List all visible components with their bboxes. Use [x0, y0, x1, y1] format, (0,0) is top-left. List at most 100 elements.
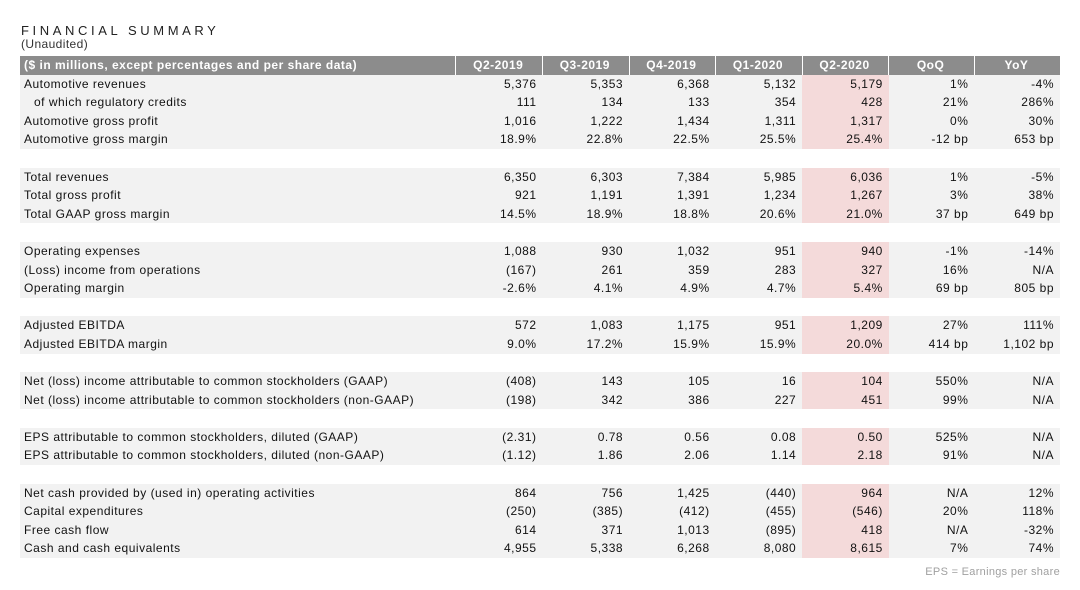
value-cell: 1,391 — [629, 186, 716, 205]
value-cell: 9.0% — [455, 334, 543, 354]
value-cell: 5,353 — [542, 74, 630, 94]
value-cell: 18.9% — [542, 204, 630, 224]
value-cell: 0.50 — [802, 427, 889, 447]
value-cell: 5,338 — [542, 539, 630, 559]
value-cell: 6,268 — [629, 539, 716, 559]
value-cell: 5.4% — [802, 279, 889, 298]
row-label: Net cash provided by (used in) operating… — [20, 483, 456, 503]
table-row: Total gross profit 921 1,191 1,391 1,234 1,26… — [20, 186, 1060, 205]
financial-summary-table: ($ in millions, except percentages and p… — [20, 56, 1060, 559]
value-cell: -5% — [974, 167, 1060, 187]
value-cell: -32% — [974, 520, 1060, 540]
group-spacer — [20, 297, 1060, 317]
value-cell: N/A — [974, 446, 1060, 466]
table-body: Automotive revenues 5,376 5,353 6,368 5,132 5… — [20, 74, 1060, 559]
row-label: EPS attributable to common stockholders,… — [20, 446, 456, 466]
value-cell: (1.12) — [455, 446, 543, 466]
value-cell: 940 — [802, 241, 889, 261]
group-spacer-cell — [20, 409, 1060, 428]
value-cell: 572 — [455, 316, 543, 335]
row-label: Total revenues — [20, 167, 456, 187]
value-cell: 327 — [802, 260, 889, 280]
value-cell: 111% — [974, 316, 1060, 335]
value-cell: 5,985 — [715, 167, 803, 187]
value-cell: 2.18 — [802, 446, 889, 466]
value-cell: 1,267 — [802, 186, 889, 205]
group-spacer-cell — [20, 353, 1060, 373]
value-cell: -12 bp — [888, 130, 975, 149]
value-cell: 951 — [715, 316, 803, 335]
value-cell: 756 — [542, 483, 630, 503]
value-cell: 649 bp — [974, 204, 1060, 224]
value-cell: 14.5% — [455, 204, 543, 224]
value-cell: 0.56 — [629, 427, 716, 447]
row-label: Net (loss) income attributable to common… — [20, 390, 456, 410]
table-row: Total GAAP gross margin 14.5% 18.9% 18.8% 20… — [20, 204, 1060, 224]
footnote: EPS = Earnings per share — [925, 566, 1060, 578]
value-cell: 1,013 — [629, 520, 716, 540]
value-cell: 1,083 — [542, 316, 630, 335]
value-cell: 5,132 — [715, 74, 803, 94]
value-cell: 12% — [974, 483, 1060, 503]
row-label: Operating expenses — [20, 241, 456, 261]
value-cell: 134 — [542, 93, 630, 112]
value-cell: 4.7% — [715, 279, 803, 298]
row-label: Cash and cash equivalents — [20, 539, 456, 559]
value-cell: 525% — [888, 427, 975, 447]
value-cell: 18.8% — [629, 204, 716, 224]
value-cell: (895) — [715, 520, 803, 540]
group-spacer-cell — [20, 465, 1060, 484]
value-cell: 4.1% — [542, 279, 630, 298]
row-label: Operating margin — [20, 279, 456, 298]
value-cell: N/A — [974, 390, 1060, 410]
value-cell: 1,434 — [629, 111, 716, 131]
value-cell: 25.5% — [715, 130, 803, 149]
value-cell: 359 — [629, 260, 716, 280]
value-cell: 118% — [974, 502, 1060, 521]
value-cell: (455) — [715, 502, 803, 521]
table-row: Total revenues 6,350 6,303 7,384 5,985 6,036 1… — [20, 167, 1060, 187]
row-label: of which regulatory credits — [20, 93, 456, 112]
value-cell: 1,311 — [715, 111, 803, 131]
group-spacer — [20, 353, 1060, 373]
value-cell: 414 bp — [888, 334, 975, 354]
value-cell: 418 — [802, 520, 889, 540]
value-cell: 354 — [715, 93, 803, 112]
value-cell: 37 bp — [888, 204, 975, 224]
value-cell: 261 — [542, 260, 630, 280]
value-cell: 15.9% — [629, 334, 716, 354]
value-cell: 550% — [888, 372, 975, 391]
value-cell: 0.78 — [542, 427, 630, 447]
value-cell: 69 bp — [888, 279, 975, 298]
header-cell-yoy: YoY — [973, 56, 1060, 75]
value-cell: N/A — [888, 520, 975, 540]
row-label: Automotive gross profit — [20, 111, 456, 131]
value-cell: 20% — [888, 502, 975, 521]
value-cell: (408) — [455, 372, 543, 391]
value-cell: 1,016 — [455, 111, 543, 131]
value-cell: 1.14 — [715, 446, 803, 466]
header-cell-qoq: QoQ — [888, 56, 975, 75]
row-label: (Loss) income from operations — [20, 260, 456, 280]
table-row: Adjusted EBITDA margin 9.0% 17.2% 15.9% 15.9… — [20, 334, 1060, 354]
value-cell: 99% — [888, 390, 975, 410]
value-cell: 27% — [888, 316, 975, 335]
value-cell: 964 — [802, 483, 889, 503]
value-cell: 921 — [455, 186, 543, 205]
value-cell: 6,350 — [455, 167, 543, 187]
row-label: EPS attributable to common stockholders,… — [20, 427, 456, 447]
value-cell: 8,080 — [715, 539, 803, 559]
table-row: Adjusted EBITDA 572 1,083 1,175 951 1,209 27% 1… — [20, 316, 1060, 335]
value-cell: 7,384 — [629, 167, 716, 187]
row-label: Total gross profit — [20, 186, 456, 205]
value-cell: (2.31) — [455, 427, 543, 447]
value-cell: 1,209 — [802, 316, 889, 335]
page-title: FINANCIAL SUMMARY — [21, 23, 220, 38]
group-spacer — [20, 223, 1060, 242]
value-cell: 1,175 — [629, 316, 716, 335]
value-cell: 22.5% — [629, 130, 716, 149]
value-cell: 8,615 — [802, 539, 889, 559]
value-cell: 1% — [888, 167, 975, 187]
table-row: Automotive revenues 5,376 5,353 6,368 5,132 5… — [20, 74, 1060, 94]
value-cell: 6,036 — [802, 167, 889, 187]
